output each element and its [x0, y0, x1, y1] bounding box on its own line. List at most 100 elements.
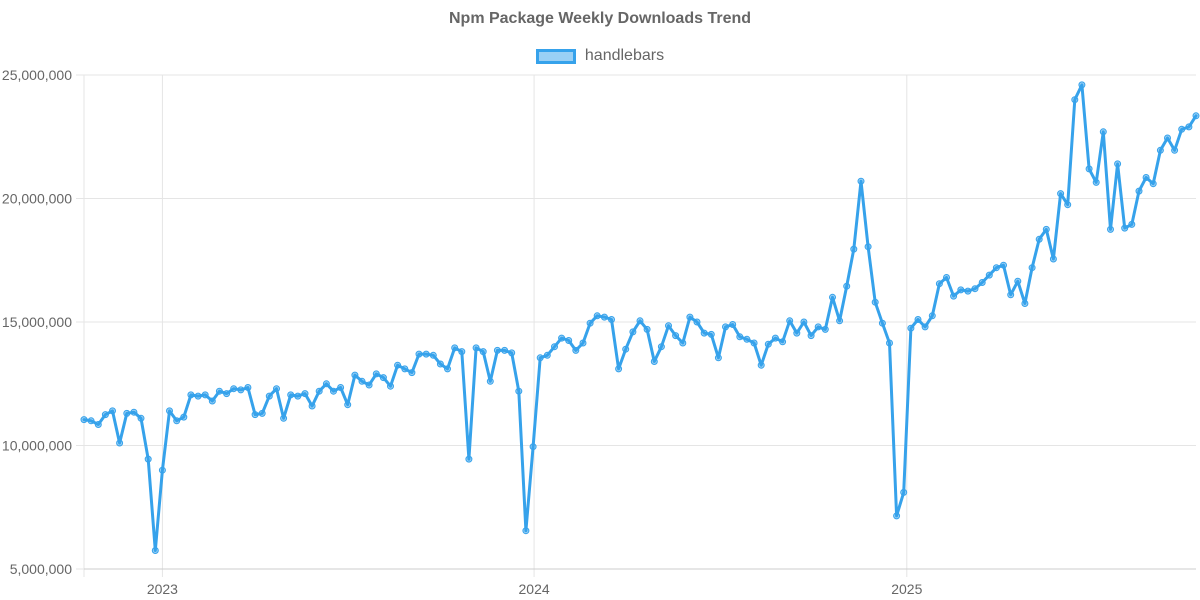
data-point: [1192, 112, 1200, 120]
data-point: [101, 411, 109, 419]
data-point: [401, 365, 409, 373]
data-point: [501, 346, 509, 354]
data-point: [679, 339, 687, 347]
data-point: [900, 488, 908, 496]
data-point: [836, 317, 844, 325]
data-point: [308, 402, 316, 410]
data-point: [1021, 300, 1029, 307]
data-point: [736, 333, 744, 341]
data-point: [593, 312, 601, 320]
data-point: [693, 318, 701, 326]
data-point: [714, 354, 722, 362]
data-point: [750, 339, 758, 347]
data-point: [871, 298, 879, 306]
data-point: [244, 384, 252, 391]
data-point: [764, 340, 772, 348]
data-point: [1007, 291, 1015, 299]
data-point: [408, 369, 416, 377]
data-point: [1107, 225, 1114, 233]
data-point: [436, 360, 444, 368]
data-point: [1114, 160, 1122, 168]
data-point: [814, 323, 822, 331]
data-point: [251, 411, 259, 419]
data-point: [1000, 261, 1007, 269]
data-point: [793, 329, 801, 337]
data-point: [536, 354, 544, 362]
data-point: [116, 439, 124, 447]
data-point: [365, 381, 373, 389]
data-point: [87, 417, 95, 425]
data-point: [208, 397, 216, 405]
data-point: [707, 330, 715, 338]
data-point: [950, 292, 958, 300]
x-tick-label: 2025: [891, 581, 922, 597]
data-point: [857, 177, 865, 185]
data-point: [1156, 146, 1164, 154]
data-point: [1064, 201, 1072, 209]
data-point: [230, 385, 238, 393]
data-point: [964, 287, 972, 295]
data-point: [429, 351, 437, 359]
data-point: [1042, 225, 1050, 233]
data-point: [1035, 235, 1043, 243]
data-point: [330, 387, 337, 395]
data-point: [829, 293, 836, 301]
data-point: [187, 391, 195, 399]
data-point: [558, 334, 566, 342]
data-point: [992, 264, 1000, 272]
data-point: [515, 387, 523, 395]
data-point: [493, 346, 501, 354]
data-point: [1178, 125, 1186, 133]
data-point: [422, 350, 430, 358]
data-point: [472, 344, 480, 352]
data-point: [144, 455, 152, 463]
legend[interactable]: handlebars: [0, 47, 1200, 65]
data-point: [914, 316, 922, 323]
data-point: [173, 417, 181, 425]
data-point: [1142, 174, 1150, 181]
data-point: [971, 285, 979, 293]
data-point: [1014, 277, 1022, 285]
data-point: [109, 407, 116, 415]
data-point: [886, 339, 893, 347]
data-point: [579, 339, 587, 347]
data-point: [615, 365, 623, 373]
data-point: [337, 384, 345, 391]
data-point: [322, 380, 330, 388]
data-point: [893, 512, 901, 520]
data-point: [743, 335, 751, 343]
data-point: [957, 286, 965, 294]
data-point: [137, 414, 145, 422]
data-point: [600, 313, 608, 321]
data-point: [786, 317, 794, 325]
data-point: [672, 332, 680, 340]
data-point: [387, 382, 394, 390]
data-point: [508, 349, 516, 357]
data-point: [1092, 178, 1100, 186]
data-point: [315, 387, 323, 395]
data-point: [907, 324, 915, 332]
data-point: [985, 271, 993, 279]
data-point: [223, 390, 231, 398]
data-point: [864, 243, 872, 251]
data-point: [636, 317, 644, 325]
data-point: [479, 348, 487, 356]
data-point: [415, 350, 423, 358]
data-point: [465, 455, 473, 463]
data-point: [215, 387, 223, 395]
data-point: [935, 280, 943, 288]
data-point: [394, 361, 402, 369]
data-point: [543, 351, 551, 359]
data-point: [729, 321, 737, 328]
data-point: [722, 323, 729, 331]
data-point: [757, 361, 765, 369]
data-point: [1164, 134, 1171, 142]
data-point: [1099, 128, 1107, 136]
data-point: [201, 391, 209, 399]
y-tick-label: 20,000,000: [2, 191, 72, 207]
data-point: [166, 407, 173, 415]
data-point: [622, 345, 630, 353]
data-point: [344, 401, 352, 409]
data-point: [265, 392, 273, 400]
